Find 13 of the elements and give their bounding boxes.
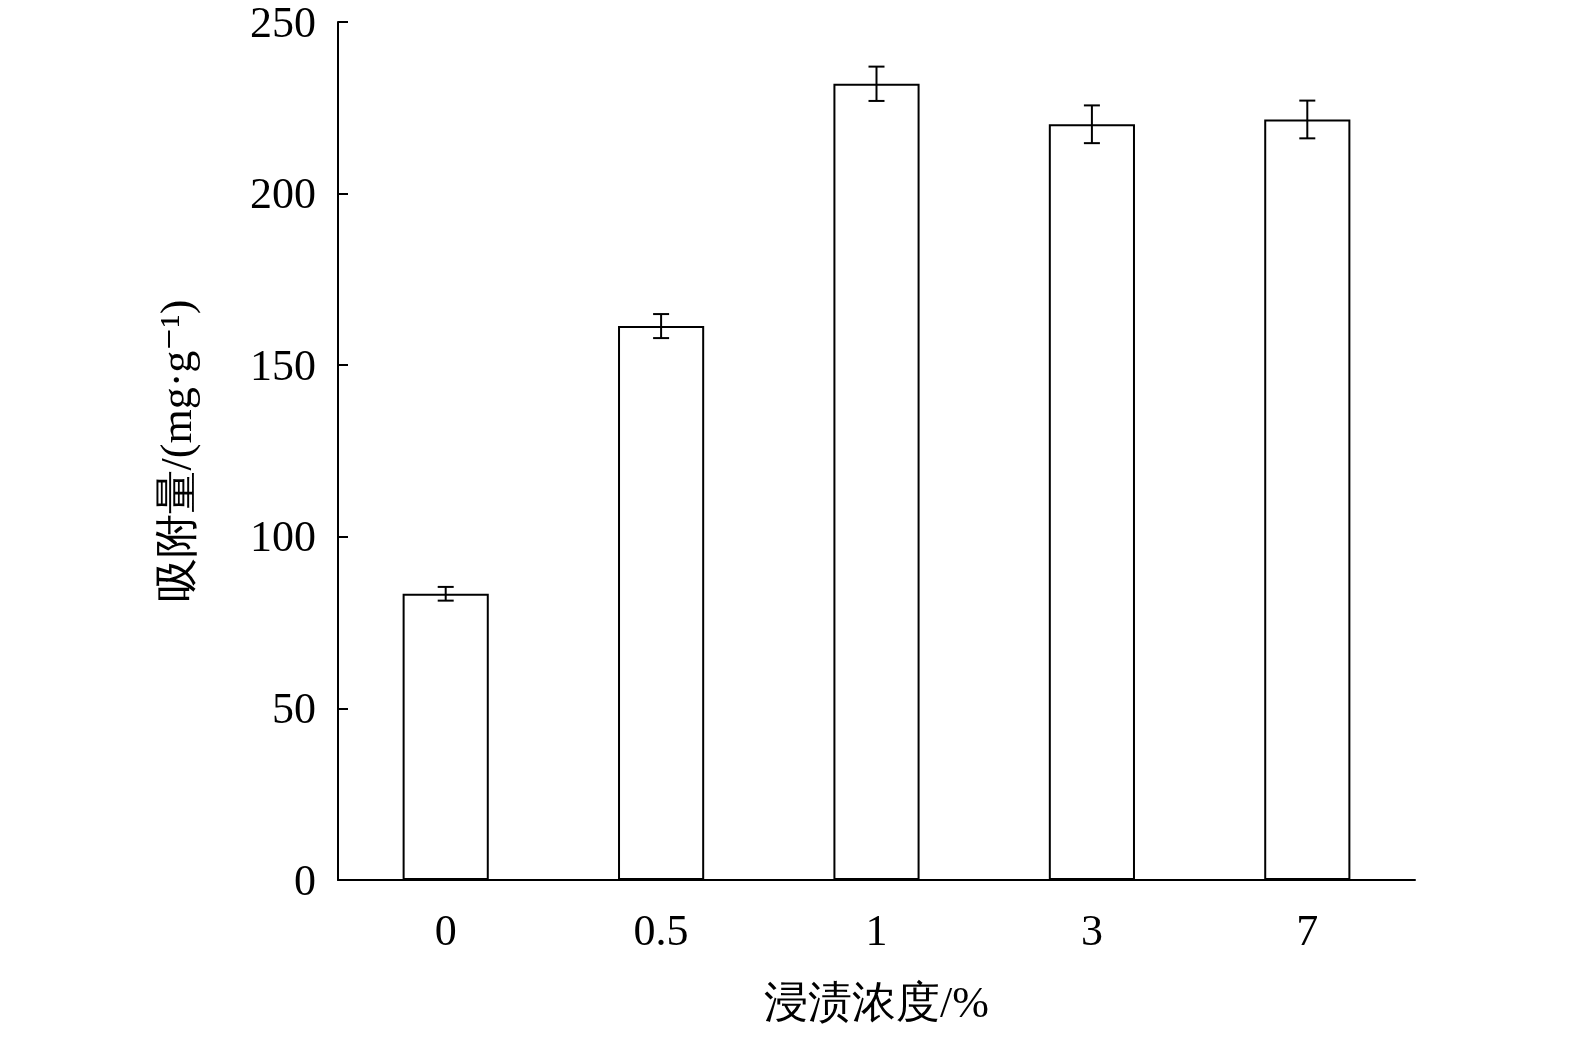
x-tick-label: 0.5	[633, 905, 689, 955]
x-axis-title: 浸渍浓度/%	[764, 977, 989, 1027]
y-axis-title: 吸附量/(mg·g⁻¹)	[151, 299, 201, 603]
y-tick-label: 0	[294, 855, 316, 905]
y-tick-label: 150	[250, 340, 316, 390]
y-tick-label: 100	[250, 512, 316, 562]
y-tick-label: 200	[250, 169, 316, 219]
x-tick-label: 7	[1296, 905, 1319, 955]
x-tick-label: 0	[434, 905, 457, 955]
y-tick-label: 250	[250, 0, 316, 47]
y-tick-label: 50	[272, 683, 316, 733]
x-tick-label: 1	[865, 905, 888, 955]
x-tick-label: 3	[1080, 905, 1103, 955]
